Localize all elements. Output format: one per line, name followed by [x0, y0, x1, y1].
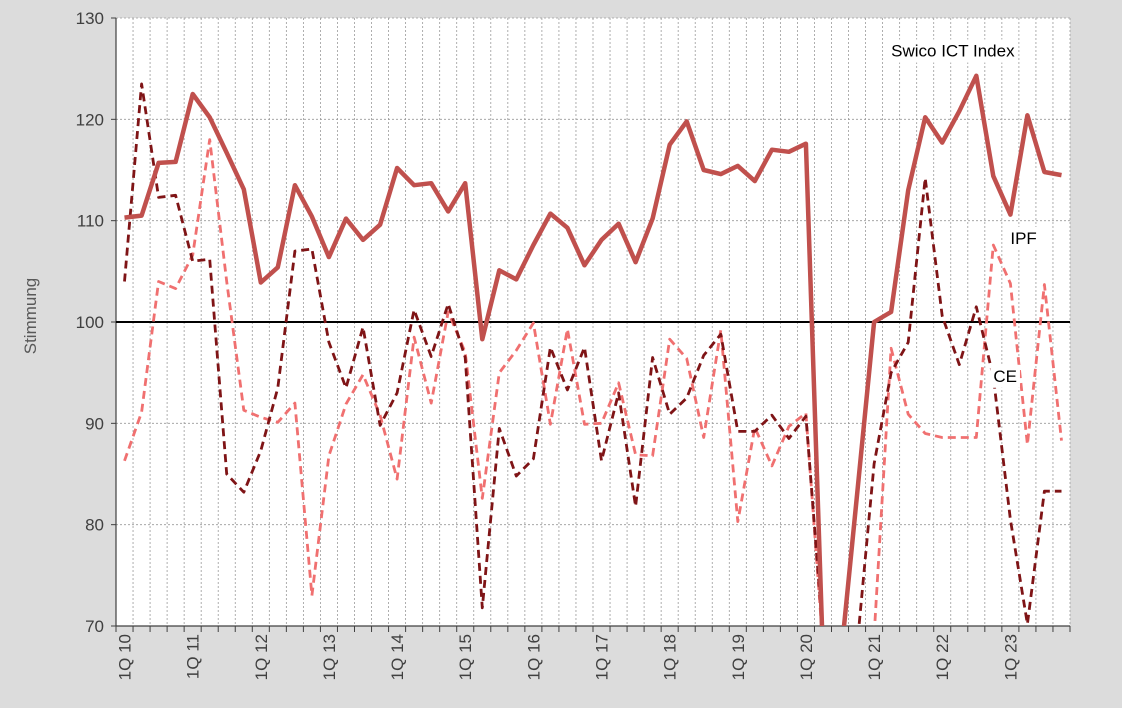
y-axis: 70 80 90 100 110 120 130: [76, 9, 1070, 636]
x-tick-label: 1Q 13: [320, 634, 339, 680]
x-tick-label: 1Q 12: [252, 634, 271, 680]
annotation-ce: CE: [993, 367, 1017, 386]
y-axis-title: Stimmung: [21, 278, 40, 355]
y-tick-label: 130: [76, 9, 104, 28]
x-tick-label: 1Q 10: [116, 634, 135, 680]
x-tick-label: 1Q 19: [729, 634, 748, 680]
series-line-ipf: [123, 138, 1063, 626]
x-tick-label: 1Q 11: [184, 634, 203, 679]
series-layer: [123, 73, 1063, 626]
y-tick-label: 80: [85, 516, 104, 535]
series-line-ce: [123, 82, 1062, 626]
annotations: Swico ICT Index IPF CE: [888, 39, 1040, 388]
x-tick-label: 1Q 14: [388, 634, 407, 680]
x-axis: 1Q 10 1Q 11 1Q 12 1Q 13 1Q 14 1Q 15 1Q 16 1Q 17…: [115, 625, 1071, 680]
x-tick-label: 1Q 15: [456, 634, 475, 680]
annotation-ipf: IPF: [1010, 229, 1036, 248]
y-tick-label: 70: [85, 617, 104, 636]
x-tick-label: 1Q 23: [1001, 634, 1020, 680]
y-tick-label: 90: [85, 414, 104, 433]
x-tick-label: 1Q 21: [865, 634, 884, 680]
series-line-swico-ict-index: [124, 73, 1062, 626]
x-tick-label: 1Q 18: [661, 634, 680, 680]
annotation-swico-ict-index: Swico ICT Index: [891, 42, 1015, 61]
x-tick-label: 1Q 22: [933, 634, 952, 680]
y-tick-label: 110: [77, 212, 104, 231]
x-tick-label: 1Q 20: [797, 634, 816, 680]
annotation-background: [990, 364, 1020, 388]
y-tick-label: 100: [76, 313, 104, 332]
x-tick-label: 1Q 17: [593, 634, 612, 680]
x-tick-label: 1Q 16: [524, 634, 543, 680]
annotation-background: [888, 39, 1019, 63]
y-tick-label: 120: [76, 110, 104, 129]
annotation-background: [1007, 226, 1040, 250]
